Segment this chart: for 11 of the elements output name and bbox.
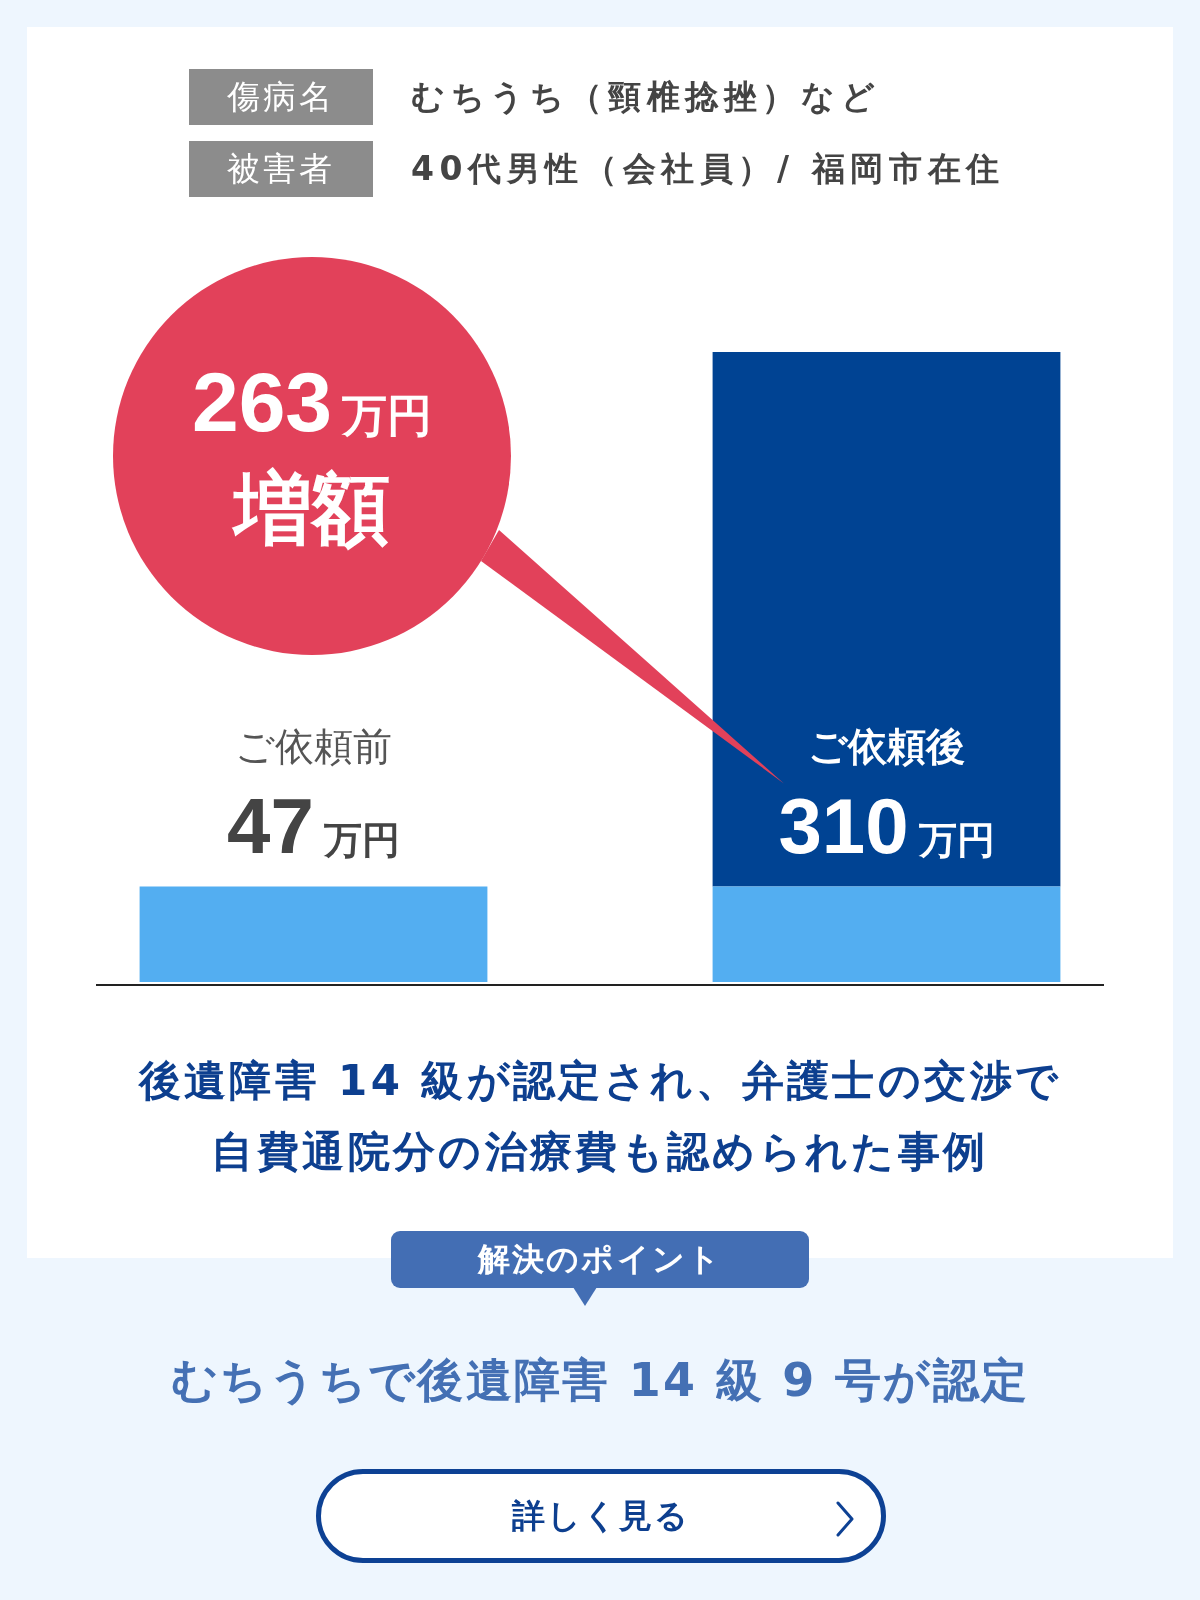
callout-tag: 解決のポイント (391, 1231, 809, 1288)
label-box: 傷病名 (189, 69, 373, 125)
rounded-button: 詳しく見る (316, 1469, 886, 1563)
text: 後遺障害 14 級が認定され、弁護士の交渉で自費通院分の治療費も認められた事例 (137, 1055, 1063, 1178)
text: むちうち（頸椎捻挫）など (411, 76, 881, 118)
x-tick-label: ご依頼後 (808, 723, 965, 769)
text: むちうちで後遺障害 14 級 9 号が認定 (169, 1352, 1031, 1409)
label-box: 被害者 (189, 141, 373, 197)
x-tick-label: ご依頼前 (235, 723, 392, 769)
annotation: 増額 (234, 464, 390, 554)
text: 40代男性（会社員）/ 福岡市在住 (411, 148, 1005, 190)
